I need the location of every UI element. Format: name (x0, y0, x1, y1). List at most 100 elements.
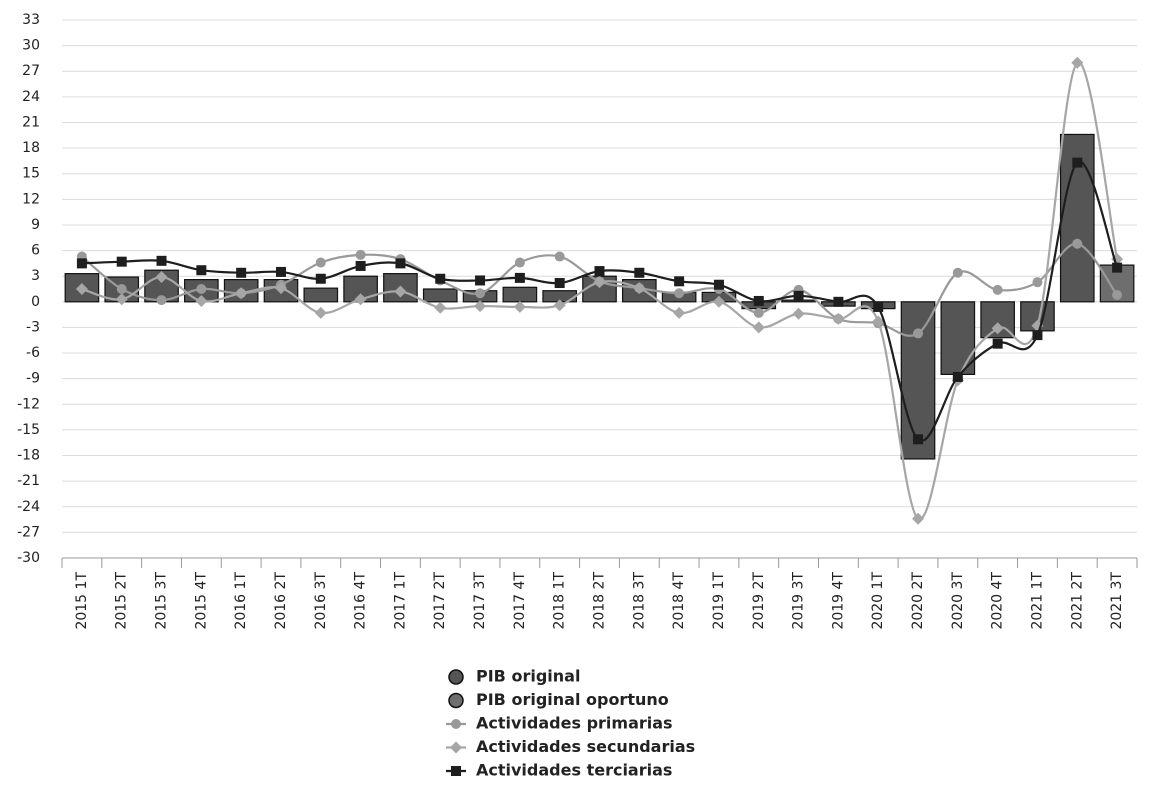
marker (514, 257, 525, 268)
marker (913, 434, 924, 445)
y-tick-label: 30 (22, 38, 40, 54)
x-tick-label: 2017 3T (472, 572, 488, 630)
x-tick-label: 2018 2T (592, 572, 608, 630)
marker (1071, 56, 1084, 69)
marker (1112, 262, 1123, 273)
marker (451, 719, 461, 729)
x-tick-label: 2020 1T (870, 572, 886, 630)
marker (435, 273, 446, 284)
marker (196, 265, 207, 276)
marker (475, 288, 486, 299)
y-tick-label: -12 (17, 396, 40, 412)
marker (394, 285, 407, 298)
marker (1032, 330, 1043, 341)
marker (1072, 238, 1083, 249)
marker (315, 273, 326, 284)
marker (76, 258, 87, 269)
legend-label: Actividades terciarias (476, 761, 672, 780)
marker (448, 692, 464, 709)
marker (196, 284, 207, 294)
marker (633, 282, 646, 295)
x-tick-label: 2019 2T (751, 572, 767, 630)
x-tick-label: 2016 3T (313, 572, 329, 630)
marker (873, 301, 884, 312)
y-tick-label: -18 (17, 448, 40, 464)
marker (753, 307, 764, 318)
marker (712, 295, 725, 308)
y-tick-label: -6 (26, 345, 40, 361)
marker (634, 267, 645, 278)
marker (673, 306, 686, 319)
legend-label: Actividades primarias (476, 714, 673, 733)
marker (872, 315, 885, 328)
y-tick-label: 0 (31, 294, 40, 310)
bar (422, 288, 458, 303)
x-tick-label: 2016 2T (273, 572, 289, 630)
marker (913, 328, 924, 339)
legend-label: Actividades secundarias (476, 737, 695, 756)
marker (355, 260, 366, 271)
marker (475, 275, 486, 286)
marker (833, 296, 844, 307)
marker (952, 371, 963, 382)
marker (314, 306, 327, 319)
marker (713, 279, 724, 290)
y-tick-label: -30 (17, 550, 40, 566)
marker (195, 294, 208, 307)
marker (793, 290, 804, 301)
x-tick-label: 2019 4T (830, 572, 846, 630)
legend-item: PIB original oportuno (448, 690, 669, 709)
y-tick-label: 21 (22, 114, 40, 130)
marker (593, 276, 606, 289)
x-tick-label: 2016 4T (353, 572, 369, 630)
marker (451, 766, 461, 776)
y-tick-label: 18 (22, 140, 40, 156)
marker (1032, 277, 1043, 288)
bar (303, 287, 339, 303)
marker (450, 741, 462, 754)
y-tick-label: -15 (17, 422, 40, 438)
y-tick-label: -21 (17, 473, 40, 489)
x-tick-label: 2016 1T (233, 572, 249, 630)
y-tick-label: 6 (31, 243, 40, 259)
x-tick-label: 2017 1T (392, 572, 408, 630)
marker (354, 293, 367, 306)
x-tick-label: 2018 1T (552, 572, 568, 630)
marker (753, 295, 764, 306)
y-tick-label: -9 (26, 371, 40, 387)
x-tick-label: 2015 4T (193, 572, 209, 630)
marker (275, 266, 286, 277)
x-tick-label: 2021 1T (1029, 572, 1045, 630)
marker (792, 307, 805, 320)
y-tick-label: 3 (31, 268, 40, 284)
marker (448, 669, 464, 685)
x-tick-label: 2018 3T (631, 572, 647, 630)
marker (554, 251, 565, 262)
marker (156, 295, 167, 306)
y-tick-label: -27 (17, 524, 40, 540)
marker (75, 283, 88, 295)
marker (116, 256, 127, 267)
y-tick-label: 27 (22, 63, 40, 79)
marker (116, 284, 127, 294)
marker (274, 282, 287, 295)
x-tick-label: 2019 3T (791, 572, 807, 630)
x-tick-label: 2020 3T (950, 572, 966, 630)
marker (115, 293, 128, 306)
x-tick-label: 2020 2T (910, 572, 926, 630)
bar (900, 301, 936, 460)
marker (952, 267, 963, 278)
legend-item: Actividades secundarias (446, 737, 695, 756)
marker (594, 266, 605, 277)
marker (553, 299, 566, 312)
marker (1112, 289, 1123, 300)
legend-item: PIB original (448, 667, 580, 686)
marker (991, 322, 1004, 335)
marker (395, 258, 406, 269)
marker (474, 300, 487, 313)
legend-item: Actividades terciarias (446, 761, 672, 780)
marker (236, 267, 247, 278)
marker (514, 272, 525, 283)
bar (502, 286, 538, 303)
